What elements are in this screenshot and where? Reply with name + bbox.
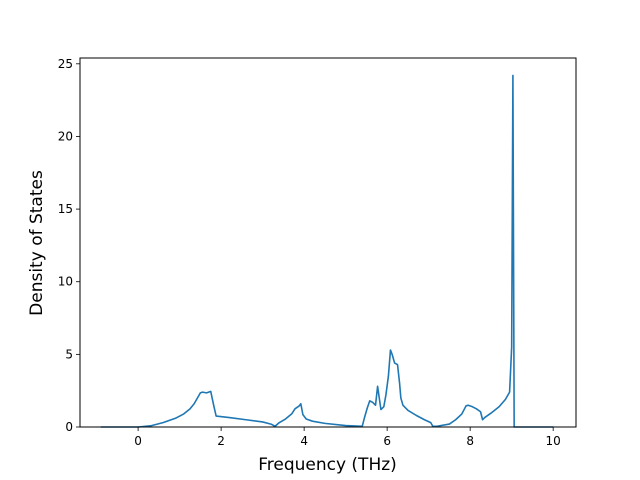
y-axis-label: Density of States xyxy=(27,170,47,316)
x-tick-label-8: 8 xyxy=(466,434,474,448)
y-tick-label-10: 10 xyxy=(58,275,73,289)
plot-frame xyxy=(79,57,577,428)
series-line-0 xyxy=(100,74,554,428)
y-tick-label-15: 15 xyxy=(58,202,73,216)
x-tick-label-0: 0 xyxy=(134,434,142,448)
x-tick-label-10: 10 xyxy=(546,434,561,448)
y-tick-label-5: 5 xyxy=(65,347,73,361)
x-tick-label-2: 2 xyxy=(217,434,225,448)
y-tick-label-0: 0 xyxy=(65,420,73,434)
plot-area: 0 2 4 6 8 10 0 5 10 15 20 25 xyxy=(58,57,577,448)
x-tick-label-4: 4 xyxy=(300,434,308,448)
y-tick-label-25: 25 xyxy=(58,57,73,71)
x-tick-label-6: 6 xyxy=(383,434,391,448)
y-tick-label-20: 20 xyxy=(58,129,73,143)
x-axis-label: Frequency (THz) xyxy=(258,455,397,475)
